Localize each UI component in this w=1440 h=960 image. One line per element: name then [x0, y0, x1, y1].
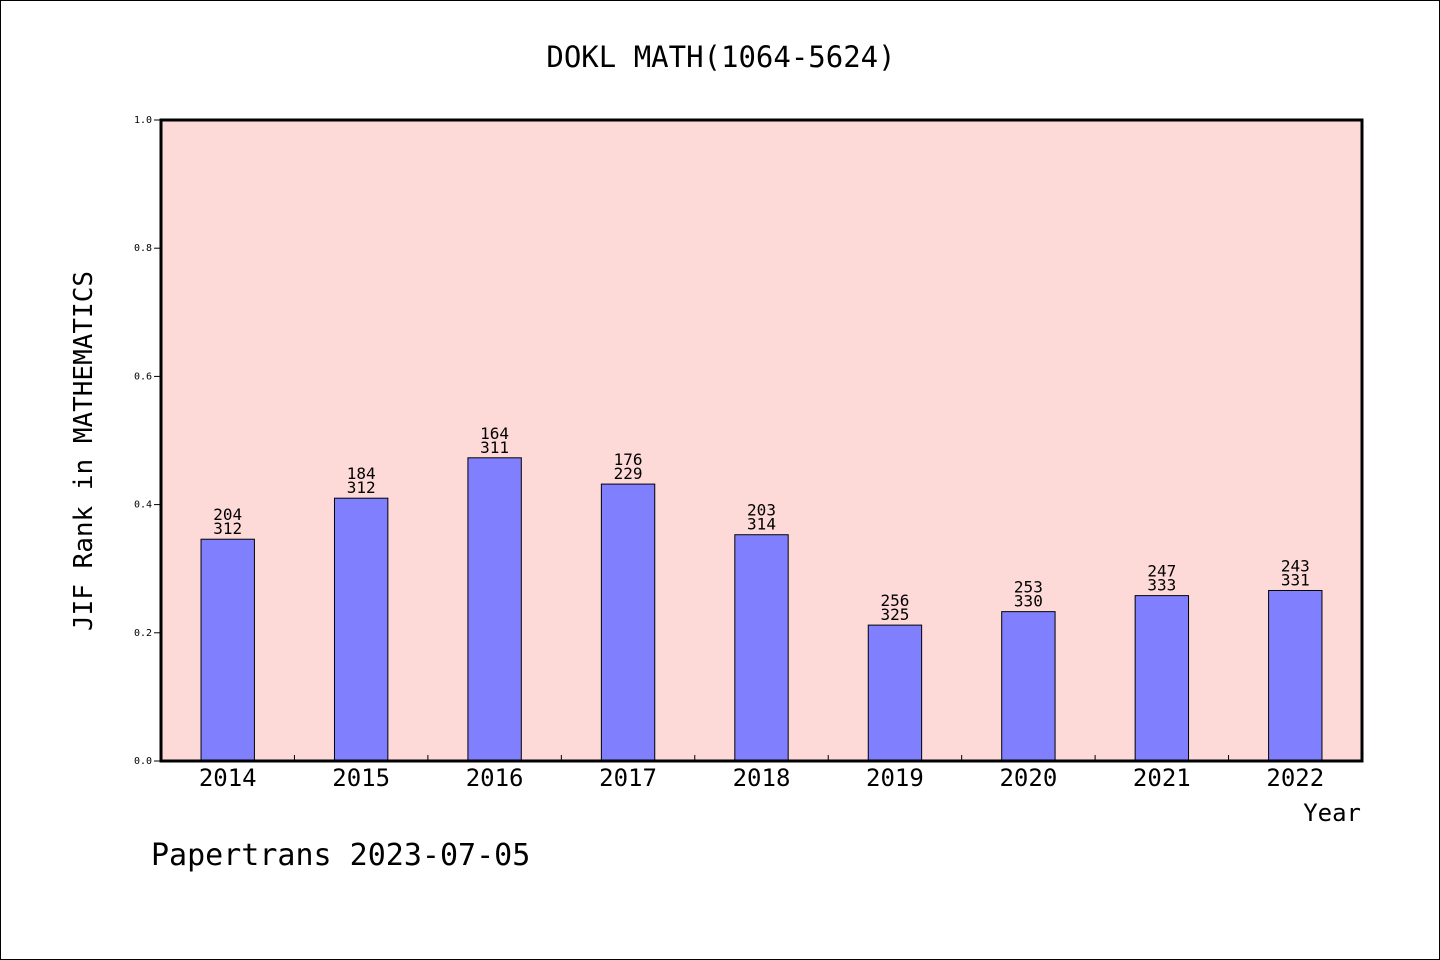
x-tick-label: 2020 — [999, 764, 1057, 792]
bar-total-label: 312 — [347, 478, 376, 497]
x-tick-label: 2019 — [866, 764, 924, 792]
bar-rank-label: 253 — [1014, 578, 1043, 597]
y-axis-layer: 0.0 0.2 0.4 0.6 0.8 1.0 — [134, 115, 161, 767]
y-axis-title: JIF Rank in MATHEMATICS — [69, 271, 99, 631]
bar-rank-label: 256 — [880, 591, 909, 610]
bar-rank-label: 247 — [1147, 562, 1176, 581]
bar-2020 — [1001, 611, 1056, 762]
y-tick-label: 0.2 — [134, 628, 152, 639]
chart-title: DOKL MATH(1064-5624) — [546, 40, 895, 74]
bar-total-label: 333 — [1147, 576, 1176, 595]
bar-2015 — [333, 497, 389, 762]
bar-2016 — [467, 457, 522, 762]
plot-frame — [159, 118, 1364, 763]
bar-rank-label: 204 — [213, 505, 242, 524]
x-axis-layer: 2014 2015 2016 2017 2018 2019 2020 2021 2022 — [199, 755, 1324, 792]
x-tick-label: 2015 — [332, 764, 390, 792]
x-tick-label: 2021 — [1133, 764, 1191, 792]
y-tick-label: 0.4 — [134, 500, 152, 511]
x-tick-label: 2016 — [466, 764, 524, 792]
bar-total-label: 312 — [213, 519, 242, 538]
bar-rank-label: 176 — [614, 450, 643, 469]
bar-rank-label: 203 — [747, 501, 776, 520]
bar-2018 — [734, 534, 789, 762]
footer-text: Papertrans 2023-07-05 — [151, 838, 530, 873]
bar-total-label: 229 — [614, 464, 643, 483]
bar-2019 — [867, 624, 923, 762]
bar-2014 — [200, 538, 255, 762]
bar-total-label: 311 — [480, 438, 509, 457]
bar-2017 — [600, 483, 656, 762]
bar-rank-label: 243 — [1281, 556, 1310, 575]
y-tick-label: 0.6 — [134, 371, 152, 382]
bar-total-label: 331 — [1281, 570, 1310, 589]
x-tick-label: 2022 — [1266, 764, 1324, 792]
bar-total-label: 314 — [747, 515, 776, 534]
bar-2022 — [1268, 589, 1323, 762]
x-axis-title: Year — [1303, 799, 1361, 827]
x-tick-label: 2018 — [733, 764, 791, 792]
bar-rank-label: 164 — [480, 424, 509, 443]
bars-layer — [200, 457, 1323, 762]
data-labels-layer: 2043121843121643111762292033142563252533… — [213, 424, 1309, 624]
bar-total-label: 325 — [880, 605, 909, 624]
x-tick-label: 2017 — [599, 764, 657, 792]
y-tick-label: 1.0 — [134, 115, 152, 126]
bar-rank-label: 184 — [347, 464, 376, 483]
y-tick-label: 0.8 — [134, 243, 152, 254]
bar-total-label: 330 — [1014, 592, 1043, 611]
bar-2021 — [1134, 595, 1190, 762]
x-tick-label: 2014 — [199, 764, 257, 792]
y-tick-label: 0.0 — [134, 756, 152, 767]
